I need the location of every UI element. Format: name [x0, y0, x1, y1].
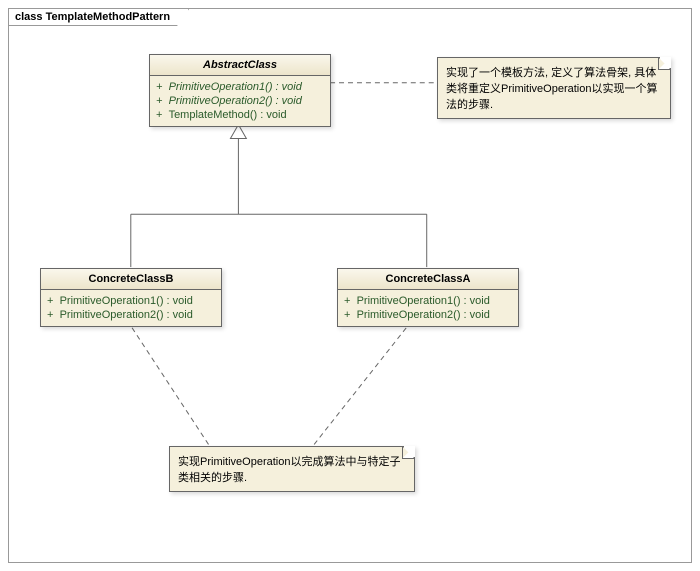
class-concrete-b-name: ConcreteClassB: [41, 269, 221, 290]
method: + PrimitiveOperation1() : void: [47, 294, 215, 308]
class-concrete-a-name: ConcreteClassA: [338, 269, 518, 290]
note-fold-icon: [659, 57, 671, 69]
class-concrete-a-methods: + PrimitiveOperation1() : void + Primiti…: [338, 290, 518, 326]
class-abstract-name: AbstractClass: [150, 55, 330, 76]
class-concrete-b-methods: + PrimitiveOperation1() : void + Primiti…: [41, 290, 221, 326]
class-concrete-b: ConcreteClassB + PrimitiveOperation1() :…: [40, 268, 222, 327]
method: + PrimitiveOperation2() : void: [47, 308, 215, 322]
note-text: 实现PrimitiveOperation以完成算法中与特定子类相关的步骤.: [178, 456, 400, 484]
note-text: 实现了一个模板方法, 定义了算法骨架, 具体类将重定义PrimitiveOper…: [446, 67, 657, 111]
note-fold-icon: [403, 446, 415, 458]
method: + PrimitiveOperation2() : void: [344, 308, 512, 322]
diagram-title: class TemplateMethodPattern: [9, 9, 189, 26]
method: + PrimitiveOperation1() : void: [156, 80, 324, 94]
method: + TemplateMethod() : void: [156, 108, 324, 122]
diagram-frame: class TemplateMethodPattern AbstractClas…: [8, 8, 692, 563]
class-concrete-a: ConcreteClassA + PrimitiveOperation1() :…: [337, 268, 519, 327]
note-primitive-operation: 实现PrimitiveOperation以完成算法中与特定子类相关的步骤.: [169, 446, 415, 492]
class-abstract: AbstractClass + PrimitiveOperation1() : …: [149, 54, 331, 127]
class-abstract-methods: + PrimitiveOperation1() : void + Primiti…: [150, 76, 330, 126]
method: + PrimitiveOperation1() : void: [344, 294, 512, 308]
method: + PrimitiveOperation2() : void: [156, 94, 324, 108]
note-template-method: 实现了一个模板方法, 定义了算法骨架, 具体类将重定义PrimitiveOper…: [437, 57, 671, 119]
